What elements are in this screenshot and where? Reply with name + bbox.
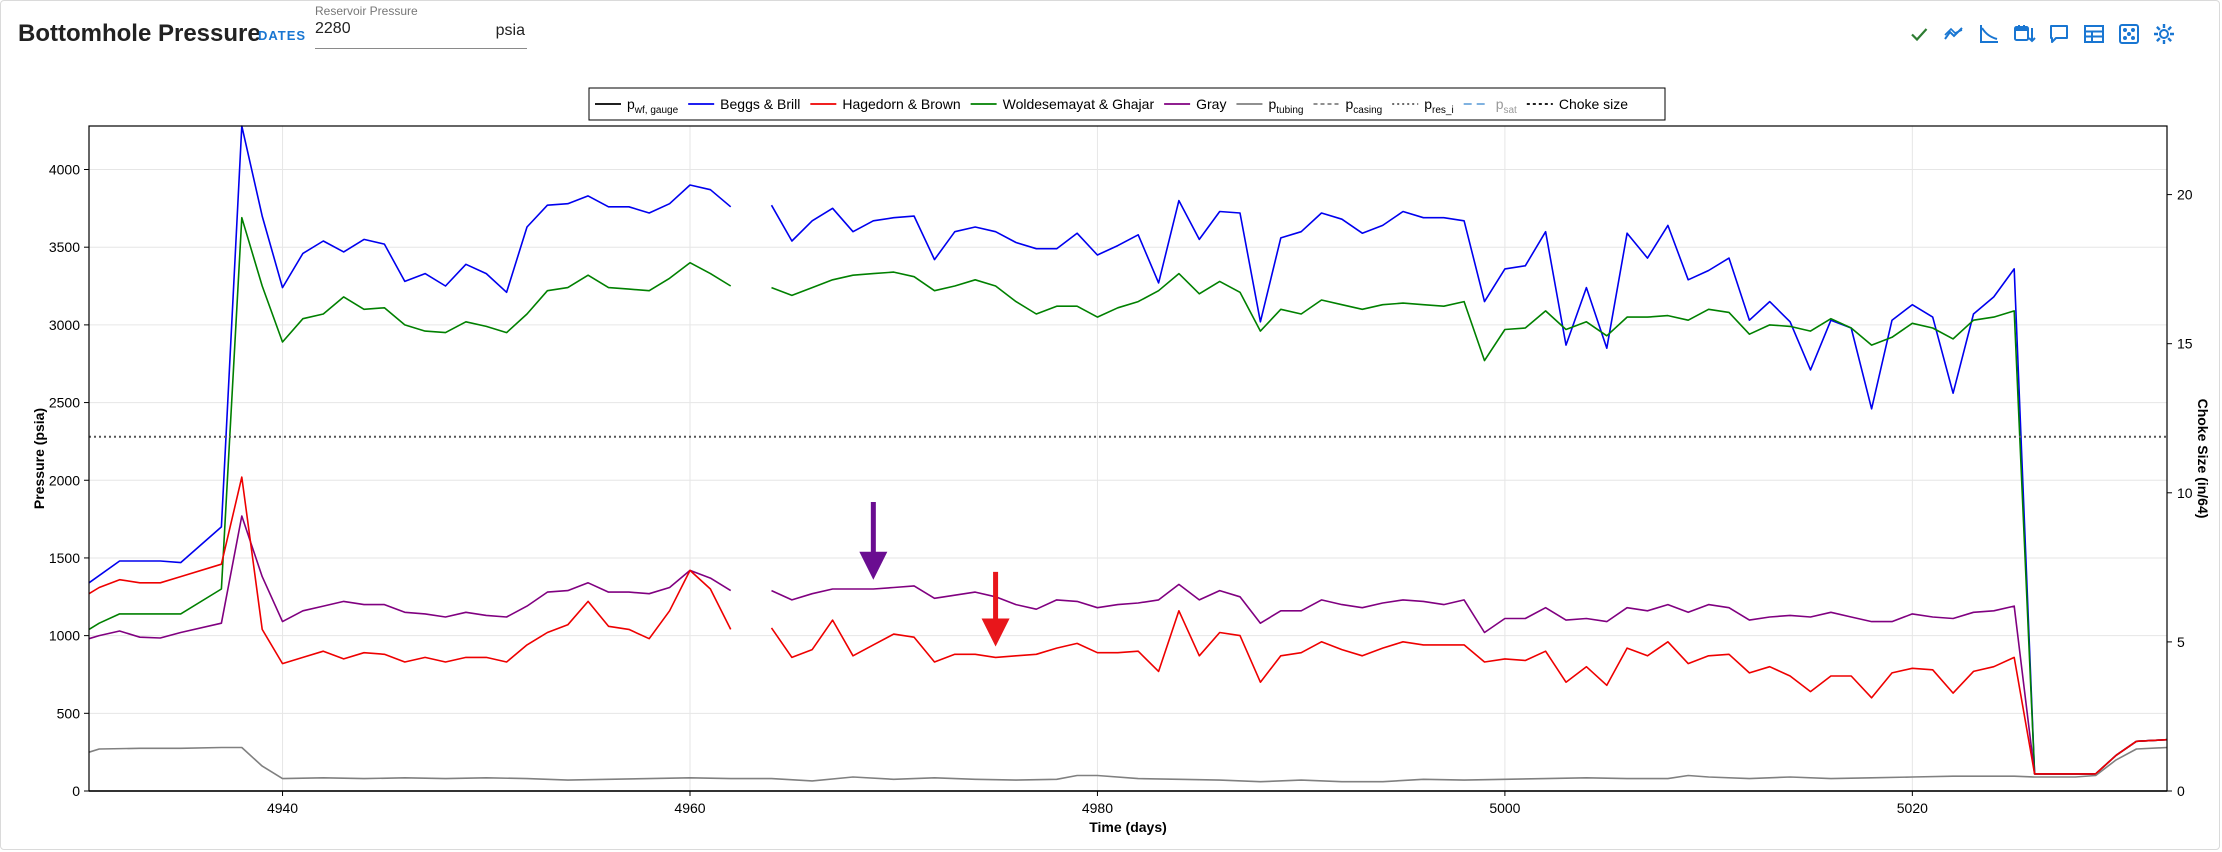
legend-label-main: Gray [1196, 96, 1226, 112]
series-line-2-1 [771, 583, 2168, 775]
legend-label-main: Hagedorn & Brown [842, 96, 960, 112]
y2-tick-label: 5 [2177, 634, 2185, 650]
legend-label-main: p [1346, 96, 1354, 112]
legend-label-4: Gray [1196, 96, 1226, 112]
comment-icon[interactable] [2045, 20, 2073, 48]
series-line-2-0 [88, 515, 732, 640]
y2-tick-label: 10 [2177, 485, 2193, 501]
legend-label-sub: casing [1353, 105, 1382, 116]
legend-label-main: p [1496, 96, 1504, 112]
dates-button[interactable]: DATES [258, 28, 307, 43]
legend-label-0: pwf, gauge [627, 96, 679, 116]
y-tick-label: 0 [72, 783, 80, 799]
legend-label-main: Choke size [1559, 96, 1628, 112]
legend-label-sub: wf, gauge [634, 105, 679, 116]
y-tick-label: 3500 [49, 239, 80, 255]
series-line-0-1 [770, 199, 2168, 775]
y-tick-label: 1000 [49, 628, 80, 644]
series-line-1-0 [88, 216, 732, 631]
scatter-icon[interactable] [2115, 20, 2143, 48]
x-tick-label: 5020 [1897, 800, 1928, 816]
calendar-sort-icon[interactable] [2010, 20, 2038, 48]
legend-label-sub: sat [1503, 105, 1517, 116]
x-tick-label: 4960 [674, 800, 705, 816]
series-line-4-0 [88, 746, 2168, 783]
legend-label-main: Beggs & Brill [720, 96, 800, 112]
y2-tick-label: 20 [2177, 187, 2193, 203]
legend-label-9: Choke size [1559, 96, 1628, 112]
series-line-0-0 [88, 125, 732, 584]
y-tick-label: 1500 [49, 550, 80, 566]
legend-label-main: p [1268, 96, 1276, 112]
y-tick-label: 2000 [49, 472, 80, 488]
y2-tick-label: 0 [2177, 783, 2185, 799]
legend-label-main: Woldesemayat & Ghajar [1003, 96, 1155, 112]
legend-label-main: p [1424, 96, 1432, 112]
annotation-arrow-head-0 [859, 551, 888, 580]
series-line-3-1 [770, 609, 2168, 775]
y-axis-label: Pressure (psia) [31, 408, 47, 509]
reservoir-pressure-input[interactable] [315, 20, 465, 38]
legend-label-5: ptubing [1268, 96, 1303, 116]
y-tick-label: 4000 [49, 162, 80, 178]
y-tick-label: 500 [57, 705, 81, 721]
check-icon[interactable] [1905, 20, 1933, 48]
legend-label-6: pcasing [1346, 96, 1383, 116]
y-tick-label: 2500 [49, 395, 80, 411]
legend-label-3: Woldesemayat & Ghajar [1003, 96, 1155, 112]
reservoir-pressure-label: Reservoir Pressure [315, 4, 418, 18]
y-tick-label: 3000 [49, 317, 80, 333]
reservoir-pressure-unit: psia [495, 22, 525, 39]
legend-label-1: Beggs & Brill [720, 96, 800, 112]
settings-gear-icon[interactable] [2150, 20, 2178, 48]
series-line-3-0 [88, 476, 732, 665]
reservoir-pressure-field: Reservoir Pressure psia [315, 2, 527, 49]
y2-tick-label: 15 [2177, 336, 2193, 352]
annotation-arrow-head-1 [981, 618, 1010, 647]
legend-label-sub: res_i [1432, 105, 1454, 116]
trend-icon[interactable] [1940, 20, 1968, 48]
legend-label-2: Hagedorn & Brown [842, 96, 960, 112]
legend-box [588, 87, 1666, 121]
table-icon[interactable] [2080, 20, 2108, 48]
x-tick-label: 4980 [1082, 800, 1113, 816]
y2-axis-label: Choke Size (in/64) [2195, 399, 2211, 519]
chart: 4940 4960 4980 5000 502005001000150020002500… [31, 87, 2211, 835]
legend-label-8: psat [1496, 96, 1517, 116]
page-title: Bottomhole Pressure [18, 20, 261, 47]
x-tick-label: 5000 [1489, 800, 1520, 816]
legend-label-7: pres_i [1424, 96, 1453, 116]
legend-label-sub: tubing [1276, 105, 1303, 116]
decline-chart-icon[interactable] [1975, 20, 2003, 48]
series-line-1-1 [771, 271, 2168, 775]
x-axis-label: Time (days) [1089, 819, 1167, 835]
legend-label-main: p [627, 96, 635, 112]
x-tick-label: 4940 [267, 800, 298, 816]
plot-frame [88, 125, 2168, 792]
